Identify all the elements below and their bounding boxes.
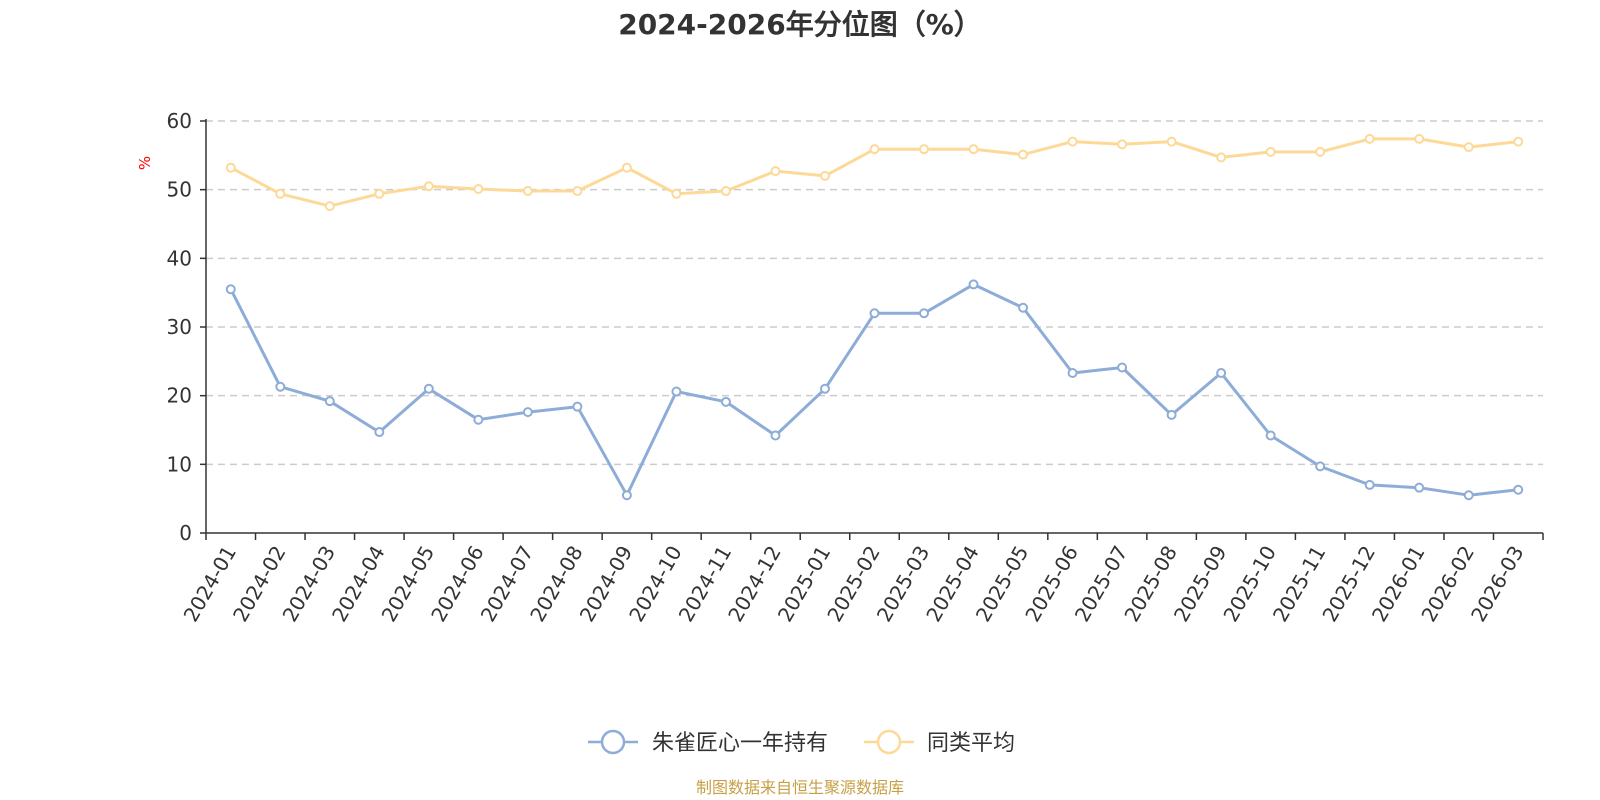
- data-point: [1216, 152, 1227, 163]
- data-point: [968, 279, 979, 290]
- data-point: [1067, 136, 1078, 147]
- data-point: [671, 188, 682, 199]
- data-point: [1463, 490, 1474, 501]
- data-point: [1117, 362, 1128, 373]
- data-point: [671, 386, 682, 397]
- data-point: [1067, 368, 1078, 379]
- data-point: [770, 430, 781, 441]
- data-point: [1117, 139, 1128, 150]
- series-2: [225, 133, 1524, 212]
- legend-marker: [876, 729, 902, 755]
- legend-item-2: 同类平均: [864, 729, 1015, 756]
- data-point: [1265, 430, 1276, 441]
- data-point: [1166, 409, 1177, 420]
- data-point: [819, 170, 830, 181]
- data-point: [275, 188, 286, 199]
- y-tick-label: 30: [167, 315, 192, 339]
- data-point: [869, 308, 880, 319]
- legend-label: 同类平均: [927, 731, 1015, 756]
- data-source-note: 制图数据来自恒生聚源数据库: [696, 778, 904, 797]
- data-point: [522, 186, 533, 197]
- data-point: [621, 162, 632, 173]
- data-point: [572, 401, 583, 412]
- y-tick-label: 40: [167, 246, 192, 270]
- legend-label: 朱雀匠心一年持有: [652, 731, 828, 756]
- data-point: [522, 407, 533, 418]
- data-point: [423, 181, 434, 192]
- data-point: [225, 162, 236, 173]
- data-point: [1315, 146, 1326, 157]
- chart-title: 2024-2026年分位图（%）: [618, 8, 982, 41]
- data-point: [919, 308, 930, 319]
- data-point: [720, 186, 731, 197]
- data-point: [1018, 149, 1029, 160]
- data-point: [1414, 133, 1425, 144]
- data-point: [869, 144, 880, 155]
- data-point: [324, 201, 335, 212]
- data-point: [225, 284, 236, 295]
- y-tick-label: 50: [167, 178, 192, 202]
- legend-item-1: 朱雀匠心一年持有: [588, 729, 828, 756]
- data-point: [1463, 142, 1474, 153]
- data-point: [1315, 461, 1326, 472]
- data-point: [423, 383, 434, 394]
- data-point: [720, 396, 731, 407]
- legend-marker: [600, 729, 626, 755]
- data-point: [1364, 479, 1375, 490]
- data-point: [275, 381, 286, 392]
- data-point: [968, 144, 979, 155]
- data-point: [1216, 368, 1227, 379]
- data-point: [1513, 484, 1524, 495]
- axes: 01020304050602024-012024-022024-032024-0…: [167, 109, 1544, 626]
- data-point: [1166, 136, 1177, 147]
- data-point: [621, 490, 632, 501]
- grid-lines: [206, 120, 1543, 466]
- series-1: [225, 279, 1524, 501]
- data-point: [1414, 482, 1425, 493]
- data-point: [819, 383, 830, 394]
- data-point: [770, 166, 781, 177]
- data-point: [919, 144, 930, 155]
- y-axis-unit-label: %: [136, 156, 154, 170]
- data-point: [1265, 146, 1276, 157]
- data-point: [374, 427, 385, 438]
- data-point: [473, 414, 484, 425]
- series-layer: [225, 133, 1524, 501]
- legend: 朱雀匠心一年持有 同类平均: [588, 729, 1015, 756]
- y-tick-label: 10: [167, 452, 192, 476]
- data-point: [1364, 133, 1375, 144]
- data-point: [324, 396, 335, 407]
- y-tick-label: 0: [179, 521, 192, 545]
- y-tick-label: 60: [167, 109, 192, 133]
- data-point: [1018, 302, 1029, 313]
- y-tick-label: 20: [167, 384, 192, 408]
- data-point: [1513, 136, 1524, 147]
- data-point: [572, 186, 583, 197]
- data-point: [473, 183, 484, 194]
- data-point: [374, 188, 385, 199]
